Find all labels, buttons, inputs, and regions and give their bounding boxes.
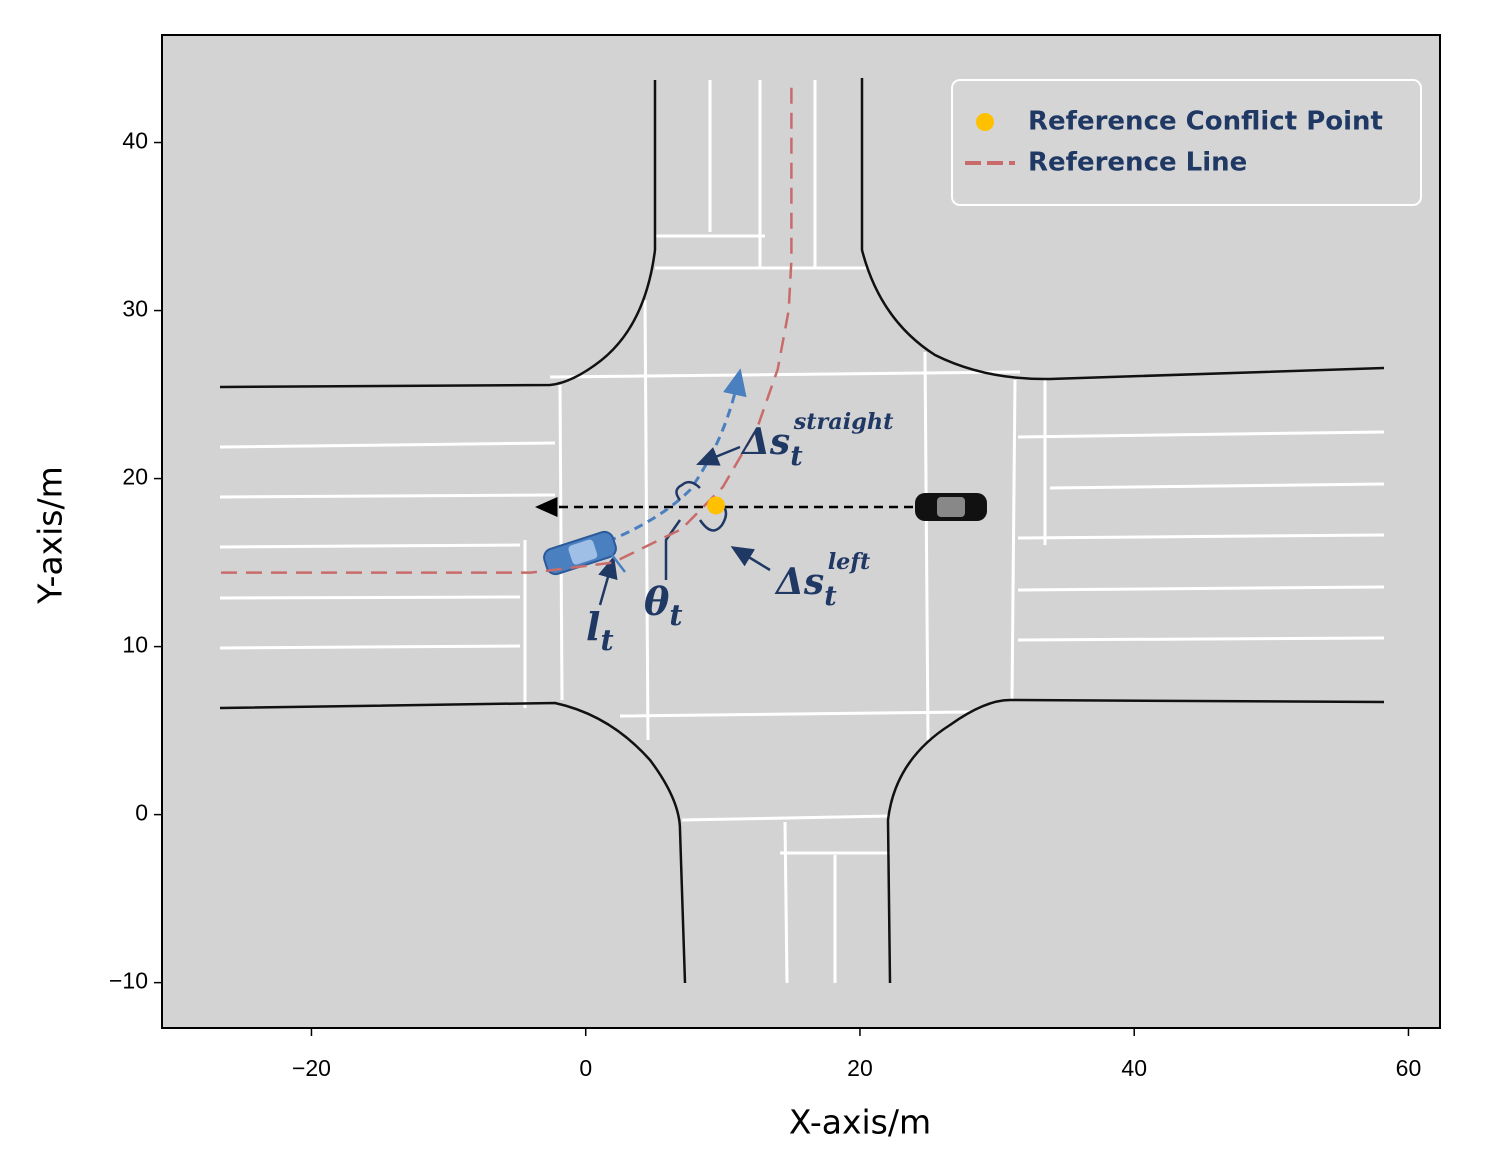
- black-vehicle: [915, 493, 987, 521]
- y-tick-label: 0: [135, 800, 148, 826]
- conflict-point: [706, 496, 725, 515]
- annotation-sub: t: [600, 623, 613, 657]
- y-tick-label: −10: [109, 968, 148, 994]
- annotation-sup: left: [828, 549, 871, 575]
- legend-marker: [976, 113, 994, 131]
- annotation: Δst straight: [740, 409, 894, 472]
- y-tick-label: 40: [122, 128, 148, 154]
- y-tick-label: 30: [122, 296, 148, 322]
- y-tick-label: 20: [122, 464, 148, 490]
- legend-label: Reference Line: [1028, 148, 1247, 178]
- annotation-base: Δs: [774, 561, 824, 603]
- annotation-base: θ: [644, 579, 670, 624]
- legend-label: Reference Conflict Point: [1028, 107, 1383, 137]
- annotation-base: Δs: [740, 421, 790, 463]
- x-tick-label: −20: [292, 1055, 331, 1081]
- annotation-sub: t: [669, 598, 682, 632]
- annotation-sub: t: [824, 581, 837, 612]
- y-tick-label: 10: [122, 632, 148, 658]
- plot-area: [161, 34, 1441, 1029]
- legend-box: [951, 79, 1422, 206]
- x-tick-label: 20: [847, 1055, 873, 1081]
- x-axis-label: X-axis/m: [789, 1103, 931, 1142]
- annotation-base: l: [586, 604, 600, 649]
- annotation: Δst left: [774, 549, 871, 612]
- annotation-sup: straight: [793, 409, 894, 435]
- reference-line: [220, 80, 793, 574]
- annotation-arrows: [598, 445, 771, 606]
- annotation: lt: [586, 604, 614, 657]
- x-tick-label: 40: [1121, 1055, 1147, 1081]
- y-axis-label: Y-axis/m: [31, 466, 70, 605]
- annotation-sub: t: [790, 441, 803, 472]
- road-markings: [219, 80, 1385, 984]
- x-tick-label: 60: [1396, 1055, 1422, 1081]
- x-tick-label: 0: [579, 1055, 592, 1081]
- curbs: [219, 78, 1385, 984]
- annotation: θt: [644, 579, 683, 632]
